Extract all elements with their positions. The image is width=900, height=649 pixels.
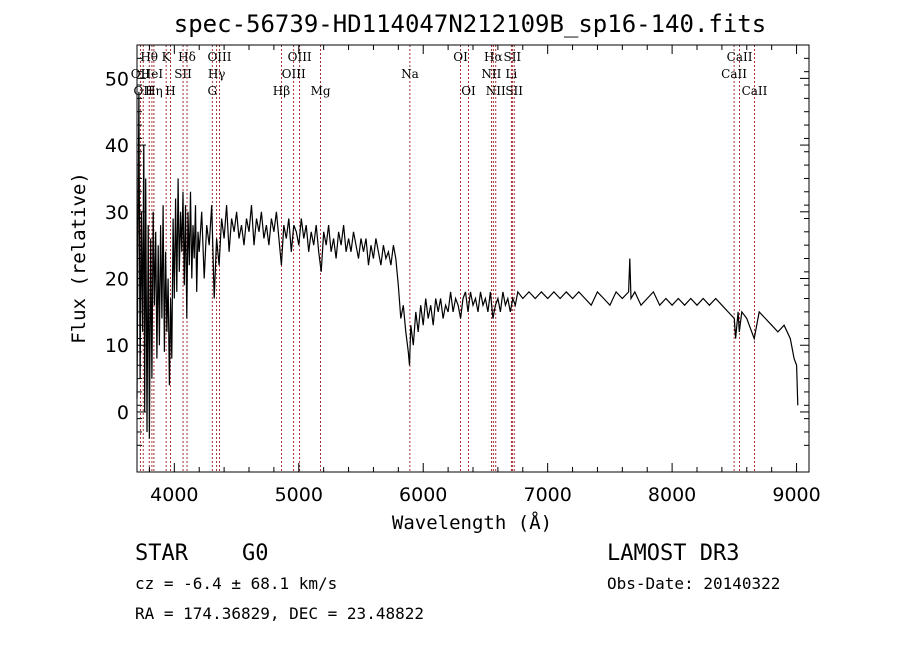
line-marker-label: OII <box>131 67 151 81</box>
x-axis-label: Wavelength (Å) <box>392 511 552 534</box>
spectrum-line <box>136 91 799 439</box>
line-markers <box>139 45 755 472</box>
line-marker-label: K <box>162 50 172 64</box>
spectral-subclass: G0 <box>242 541 269 566</box>
y-tick-label: 30 <box>105 202 129 224</box>
line-marker-label: SII <box>174 67 192 81</box>
line-marker-label: Hδ <box>178 50 196 64</box>
x-axis-ticks: 4000 5000 6000 7000 8000 9000 <box>148 45 821 506</box>
redshift-cz: cz = -6.4 ± 68.1 km/s <box>135 574 337 593</box>
line-marker-label: CaII <box>721 67 747 81</box>
plot-frame <box>136 44 810 473</box>
survey-name: LAMOST DR3 <box>607 541 739 566</box>
line-marker-label: OIII <box>282 67 306 81</box>
line-marker-label: OIII <box>288 50 312 64</box>
y-tick-label: 50 <box>105 68 129 90</box>
object-type: STAR <box>135 541 189 566</box>
line-marker-label: HeI <box>141 67 164 81</box>
line-marker-label: Na <box>401 67 419 81</box>
y-axis-ticks: 0 10 20 30 40 50 <box>105 44 809 446</box>
y-axis-label: Flux (relative) <box>68 172 90 344</box>
line-marker-label: Hα <box>484 50 503 64</box>
line-marker-label: Mg <box>311 84 331 98</box>
y-tick-label: 10 <box>105 335 129 357</box>
y-tick-label: 20 <box>105 269 129 291</box>
line-marker-label: Hβ <box>273 84 290 98</box>
line-marker-label: Li <box>505 67 517 81</box>
y-tick-label: 40 <box>105 135 129 157</box>
line-marker-label: G <box>207 84 217 98</box>
chart-title: spec-56739-HD114047N212109B_sp16-140.fit… <box>174 10 766 38</box>
x-tick-label: 9000 <box>772 484 820 506</box>
line-marker-label: NII <box>481 67 501 81</box>
line-marker-label: CaII <box>727 50 753 64</box>
line-marker-label: Hγ <box>208 67 226 81</box>
line-marker-label: OIII <box>207 50 231 64</box>
line-marker-label: Hη <box>145 84 163 98</box>
line-marker-label: Hθ <box>140 50 158 64</box>
x-tick-label: 5000 <box>275 484 323 506</box>
line-marker-label: SII <box>503 50 521 64</box>
line-marker-label: OI <box>461 84 476 98</box>
x-tick-label: 7000 <box>523 484 571 506</box>
x-tick-label: 6000 <box>399 484 447 506</box>
line-marker-label: CaII <box>742 84 768 98</box>
observation-date: Obs-Date: 20140322 <box>607 574 780 593</box>
line-marker-label: H <box>165 84 175 98</box>
x-tick-label: 8000 <box>648 484 696 506</box>
line-marker-label: NII <box>486 84 506 98</box>
y-tick-label: 0 <box>117 402 129 424</box>
x-tick-label: 4000 <box>150 484 198 506</box>
line-marker-label: OI <box>453 50 468 64</box>
coordinates: RA = 174.36829, DEC = 23.48822 <box>135 604 424 623</box>
line-marker-label: SII <box>505 84 523 98</box>
